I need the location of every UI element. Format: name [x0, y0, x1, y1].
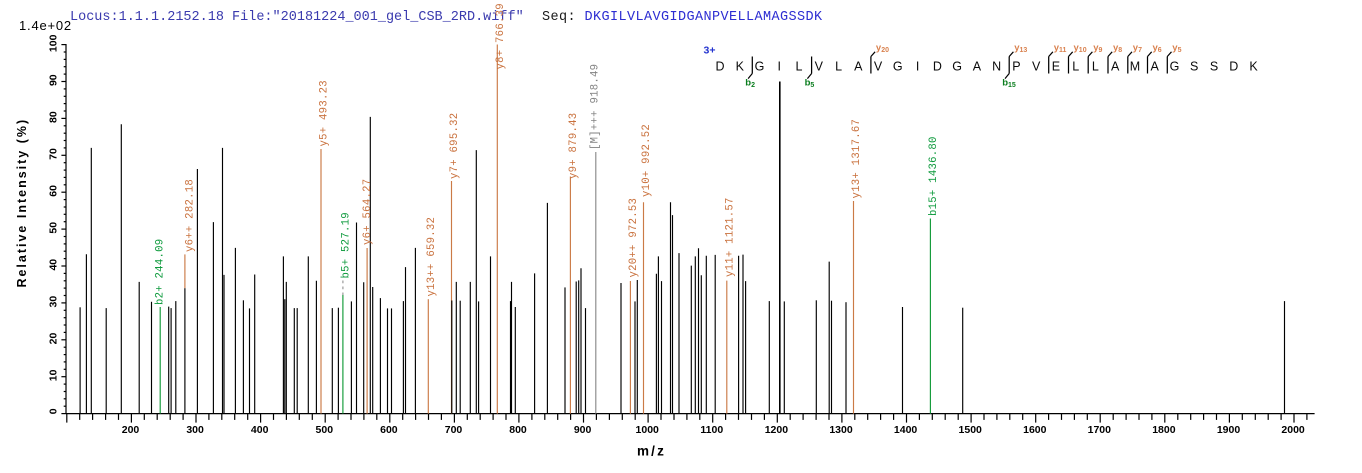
- svg-text:600: 600: [380, 424, 398, 436]
- svg-text:0: 0: [47, 408, 59, 414]
- svg-text:400: 400: [251, 424, 269, 436]
- svg-text:b5: b5: [805, 78, 815, 90]
- svg-text:D: D: [715, 60, 724, 74]
- svg-text:60: 60: [47, 185, 59, 197]
- svg-text:y10+ 992.52: y10+ 992.52: [641, 124, 653, 197]
- svg-text:y11: y11: [1054, 43, 1067, 55]
- svg-text:1300: 1300: [829, 424, 853, 436]
- svg-text:E: E: [1052, 60, 1060, 74]
- svg-text:y20: y20: [876, 43, 889, 55]
- svg-text:b5+ 527.19: b5+ 527.19: [341, 212, 353, 278]
- svg-text:3+: 3+: [704, 45, 716, 57]
- svg-text:700: 700: [445, 424, 463, 436]
- svg-text:1700: 1700: [1088, 424, 1112, 436]
- svg-text:G: G: [1170, 60, 1180, 74]
- svg-text:N: N: [992, 60, 1001, 74]
- svg-text:1500: 1500: [959, 424, 983, 436]
- svg-text:y13: y13: [1014, 43, 1027, 55]
- svg-text:A: A: [1111, 60, 1120, 74]
- svg-text:G: G: [952, 60, 962, 74]
- svg-text:80: 80: [47, 111, 59, 123]
- svg-text:L: L: [835, 60, 842, 74]
- svg-text:Locus:1.1.1.2152.18 File:"2018: Locus:1.1.1.2152.18 File:"20181224_001_g…: [70, 10, 524, 25]
- svg-text:y13++ 659.32: y13++ 659.32: [426, 217, 438, 297]
- svg-text:[M]+++ 918.49: [M]+++ 918.49: [589, 64, 601, 150]
- svg-text:y7: y7: [1133, 43, 1142, 55]
- svg-text:A: A: [973, 60, 982, 74]
- svg-text:y5+ 493.23: y5+ 493.23: [319, 80, 331, 146]
- svg-text:I: I: [778, 60, 781, 74]
- svg-text:V: V: [1032, 60, 1041, 74]
- svg-text:D: D: [1229, 60, 1238, 74]
- svg-text:Seq: DKGILVLAVGIDGANPVELLAMAGS: Seq: DKGILVLAVGIDGANPVELLAMAGSSDK: [542, 10, 823, 25]
- svg-text:A: A: [854, 60, 863, 74]
- svg-text:A: A: [1151, 60, 1160, 74]
- svg-text:y6: y6: [1153, 43, 1162, 55]
- svg-text:900: 900: [574, 424, 592, 436]
- svg-text:S: S: [1190, 60, 1198, 74]
- svg-text:y6++ 282.18: y6++ 282.18: [185, 179, 197, 252]
- svg-text:800: 800: [509, 424, 527, 436]
- svg-text:M: M: [1130, 60, 1140, 74]
- svg-text:P: P: [1012, 60, 1020, 74]
- svg-text:y8+ 766.39: y8+ 766.39: [495, 3, 507, 69]
- svg-text:20: 20: [47, 333, 59, 345]
- svg-text:b2+ 244.09: b2+ 244.09: [154, 239, 166, 305]
- svg-text:1600: 1600: [1023, 424, 1047, 436]
- svg-text:b2: b2: [745, 78, 755, 90]
- svg-text:40: 40: [47, 259, 59, 271]
- svg-text:1100: 1100: [700, 424, 723, 436]
- svg-text:K: K: [736, 60, 745, 74]
- svg-text:G: G: [893, 60, 903, 74]
- svg-text:1800: 1800: [1152, 424, 1176, 436]
- svg-text:y20++ 972.53: y20++ 972.53: [628, 198, 640, 278]
- svg-text:500: 500: [316, 424, 334, 436]
- svg-text:90: 90: [47, 74, 59, 86]
- svg-text:V: V: [874, 60, 883, 74]
- svg-text:2000: 2000: [1281, 424, 1305, 436]
- svg-text:V: V: [815, 60, 824, 74]
- svg-text:30: 30: [47, 296, 59, 308]
- svg-text:1.4e+02: 1.4e+02: [19, 18, 72, 33]
- svg-text:70: 70: [47, 148, 59, 160]
- svg-text:y5: y5: [1172, 43, 1181, 55]
- svg-text:1000: 1000: [636, 424, 660, 436]
- svg-text:y9: y9: [1093, 43, 1102, 55]
- svg-text:S: S: [1210, 60, 1218, 74]
- svg-text:1400: 1400: [894, 424, 918, 436]
- svg-text:y11+ 1121.57: y11+ 1121.57: [725, 197, 737, 277]
- svg-text:10: 10: [47, 369, 59, 381]
- svg-text:K: K: [1249, 60, 1258, 74]
- svg-text:y9+ 879.43: y9+ 879.43: [568, 113, 580, 179]
- svg-text:y10: y10: [1074, 43, 1087, 55]
- svg-text:1900: 1900: [1217, 424, 1241, 436]
- svg-text:50: 50: [47, 222, 59, 234]
- svg-text:y8: y8: [1113, 43, 1122, 55]
- svg-text:1200: 1200: [765, 424, 789, 436]
- svg-text:m/z: m/z: [637, 444, 666, 459]
- svg-text:200: 200: [122, 424, 140, 436]
- svg-text:300: 300: [186, 424, 204, 436]
- svg-text:L: L: [796, 60, 803, 74]
- svg-text:b15+ 1436.80: b15+ 1436.80: [928, 136, 940, 216]
- svg-text:y6+ 564.27: y6+ 564.27: [362, 179, 374, 245]
- svg-text:y7+ 695.32: y7+ 695.32: [449, 113, 461, 179]
- svg-text:y13+ 1317.67: y13+ 1317.67: [851, 119, 863, 199]
- svg-text:I: I: [916, 60, 919, 74]
- svg-text:D: D: [933, 60, 942, 74]
- svg-text:G: G: [755, 60, 765, 74]
- svg-text:L: L: [1092, 60, 1099, 74]
- svg-text:Relative Intensity (%): Relative Intensity (%): [15, 118, 29, 288]
- svg-text:100: 100: [47, 34, 59, 52]
- svg-text:L: L: [1072, 60, 1079, 74]
- svg-text:b15: b15: [1002, 78, 1016, 90]
